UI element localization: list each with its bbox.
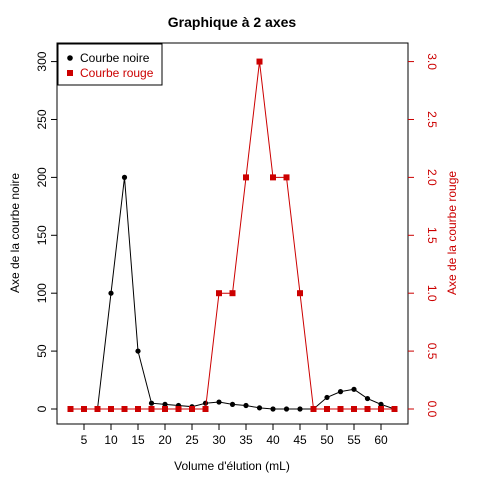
data-point-courbe-noire (324, 394, 330, 401)
data-point-courbe-rouge (229, 290, 236, 297)
x-tick-label: 40 (266, 433, 280, 447)
x-tick-label: 5 (81, 433, 88, 447)
x-tick-label: 55 (347, 433, 361, 447)
x-tick-label: 10 (104, 433, 118, 447)
y-right-tick-label: 2.0 (425, 169, 439, 186)
data-point-courbe-rouge (216, 290, 222, 297)
y-left-tick-label: 100 (35, 283, 49, 303)
data-point-courbe-noire (135, 348, 141, 354)
data-point-courbe-noire (297, 406, 303, 412)
data-point-courbe-rouge (364, 406, 371, 412)
y-left-tick-label: 250 (35, 109, 49, 129)
y-axis-right-title: Axe de la courbe rouge (445, 171, 459, 295)
x-tick-label: 20 (158, 433, 172, 447)
y-left-tick-label: 300 (35, 51, 49, 71)
y-left-tick-label: 50 (35, 344, 49, 358)
x-tick-label: 30 (212, 433, 226, 447)
legend-label-courbe-noire: Courbe noire (80, 51, 150, 65)
y-right-tick-label: 1.5 (425, 227, 439, 244)
data-point-courbe-rouge (337, 406, 344, 412)
data-point-courbe-rouge (391, 406, 398, 412)
x-tick-label: 45 (293, 433, 307, 447)
data-point-courbe-noire (270, 406, 276, 412)
data-point-courbe-rouge (283, 174, 290, 181)
data-point-courbe-rouge (108, 406, 114, 412)
y-axis-left-title: Axe de la courbe noire (8, 173, 22, 293)
data-point-courbe-rouge (378, 406, 384, 412)
data-point-courbe-rouge (256, 58, 263, 65)
data-point-courbe-noire (148, 400, 155, 406)
data-point-courbe-noire (162, 401, 168, 407)
y-left-tick-label: 0 (35, 405, 49, 412)
y-right-tick-label: 2.5 (425, 111, 439, 128)
x-axis-title: Volume d'élution (mL) (174, 459, 290, 473)
data-point-courbe-rouge (243, 174, 249, 181)
data-point-courbe-rouge (175, 406, 182, 412)
x-tick-label: 15 (131, 433, 145, 447)
data-point-courbe-noire (364, 395, 371, 402)
y-right-tick-label: 0.5 (425, 343, 439, 360)
y-left-tick-label: 150 (35, 225, 49, 245)
data-point-courbe-noire (256, 405, 263, 411)
data-point-courbe-rouge (67, 406, 74, 412)
data-point-courbe-noire (121, 174, 128, 180)
data-point-courbe-rouge (94, 406, 101, 412)
legend-marker-courbe-rouge (67, 70, 73, 76)
data-point-courbe-rouge (162, 406, 168, 412)
data-point-courbe-noire (378, 401, 384, 407)
y-right-tick-label: 1.0 (425, 285, 439, 302)
data-point-courbe-rouge (81, 406, 87, 412)
data-point-courbe-rouge (135, 406, 141, 412)
data-point-courbe-noire (108, 290, 114, 296)
legend-label-courbe-rouge: Courbe rouge (80, 66, 154, 80)
data-point-courbe-rouge (189, 406, 195, 412)
axes-layer: 5 10 15 20 25 30 35 40 45 50 55 60 0 50 100 150 200 250 30… (35, 51, 439, 447)
data-point-courbe-rouge (310, 406, 317, 412)
data-point-courbe-noire (216, 399, 222, 405)
data-point-courbe-noire (337, 389, 344, 395)
data-point-courbe-noire (229, 401, 236, 407)
data-point-courbe-rouge (148, 406, 155, 412)
series-layer (67, 58, 398, 412)
data-point-courbe-rouge (202, 406, 209, 412)
x-tick-label: 60 (374, 433, 388, 447)
legend-marker-courbe-noire (67, 55, 73, 61)
data-point-courbe-noire (283, 406, 290, 412)
data-point-courbe-rouge (297, 290, 303, 297)
data-point-courbe-noire (243, 402, 249, 409)
x-tick-label: 35 (239, 433, 253, 447)
legend-box (57, 43, 163, 86)
x-tick-label: 50 (320, 433, 334, 447)
data-point-courbe-rouge (324, 406, 330, 412)
y-right-tick-label: 3.0 (425, 53, 439, 70)
y-left-tick-label: 200 (35, 167, 49, 187)
data-point-courbe-noire (351, 386, 357, 392)
legend: Courbe noire Courbe rouge (57, 43, 163, 86)
chart-title: Graphique à 2 axes (168, 14, 297, 30)
plot-frame (56, 42, 409, 425)
data-point-courbe-rouge (121, 406, 128, 412)
x-tick-label: 25 (185, 433, 199, 447)
y-right-tick-label: 0.0 (425, 401, 439, 418)
data-point-courbe-rouge (351, 406, 357, 412)
data-point-courbe-rouge (270, 174, 276, 181)
